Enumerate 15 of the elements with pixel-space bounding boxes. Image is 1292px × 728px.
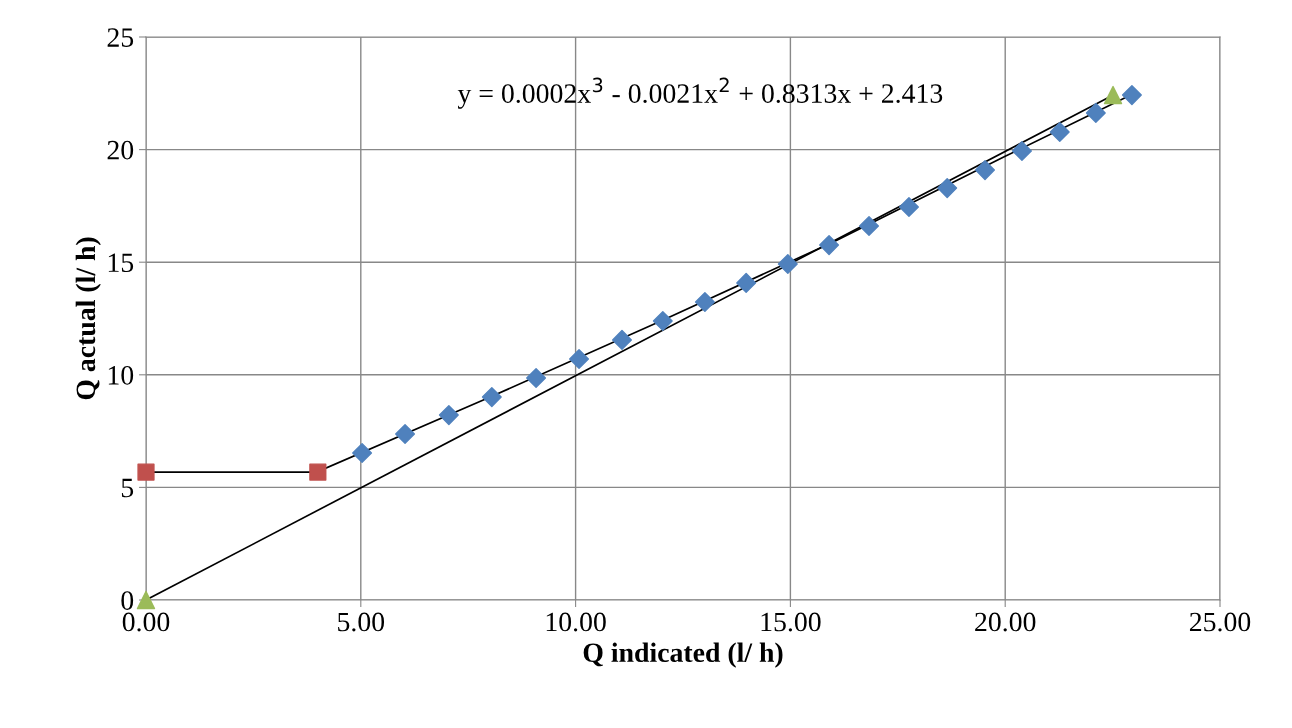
x-tick-label: 15.00 [761, 612, 821, 632]
y-tick-label: 5 [121, 478, 134, 498]
y-tick-label: 15 [108, 253, 134, 273]
x-tick-label: 5.00 [338, 612, 385, 632]
x-tick-label: 10.00 [546, 612, 606, 632]
y-tick-label: 10 [108, 365, 134, 385]
annotation: y = 0.0002x$^{3}$ - 0.0021x$^{2}$ + 0.8313x + 2.413 [457, 77, 943, 109]
x-tick-label: 25.00 [1189, 612, 1251, 632]
x-tick-label: 0.00 [122, 612, 170, 632]
y-tick-label: 20 [107, 140, 134, 160]
x-tick-label: 20.00 [975, 612, 1036, 632]
x-axis-title: Q indicated (l/ h) [583, 642, 783, 668]
y-tick-label: 25 [107, 28, 134, 47]
y-tick-label: 0 [121, 591, 134, 610]
y-axis-title: Q actual (l/ h) [75, 237, 101, 400]
